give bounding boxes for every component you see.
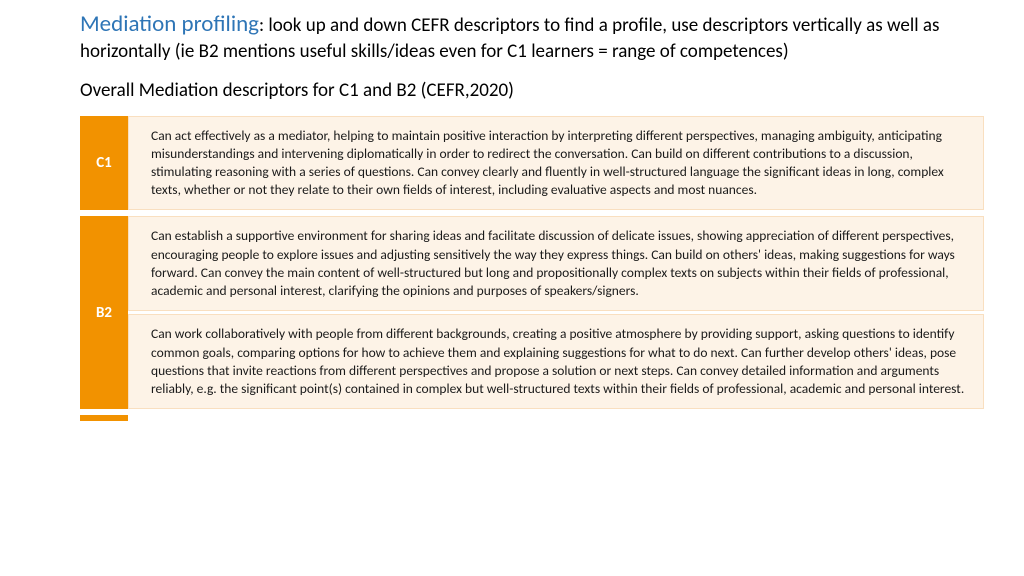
descriptor-text: Can establish a supportive environment f…	[128, 216, 984, 311]
descriptor-group: Can establish a supportive environment f…	[128, 216, 984, 409]
slide-title: Mediation profiling: look up and down CE…	[80, 10, 984, 65]
table-bottom-accent	[80, 415, 128, 421]
level-cell-c1: C1	[80, 116, 128, 211]
table-row: B2 Can establish a supportive environmen…	[80, 216, 984, 409]
descriptor-text: Can work collaboratively with people fro…	[128, 314, 984, 409]
descriptor-table: C1 Can act effectively as a mediator, he…	[80, 116, 984, 422]
table-row: C1 Can act effectively as a mediator, he…	[80, 116, 984, 211]
slide-subtitle: Overall Mediation descriptors for C1 and…	[80, 79, 984, 102]
title-strong: Mediation profiling	[80, 10, 259, 38]
level-cell-b2: B2	[80, 216, 128, 409]
descriptor-group: Can act effectively as a mediator, helpi…	[128, 116, 984, 211]
descriptor-text: Can act effectively as a mediator, helpi…	[128, 116, 984, 211]
